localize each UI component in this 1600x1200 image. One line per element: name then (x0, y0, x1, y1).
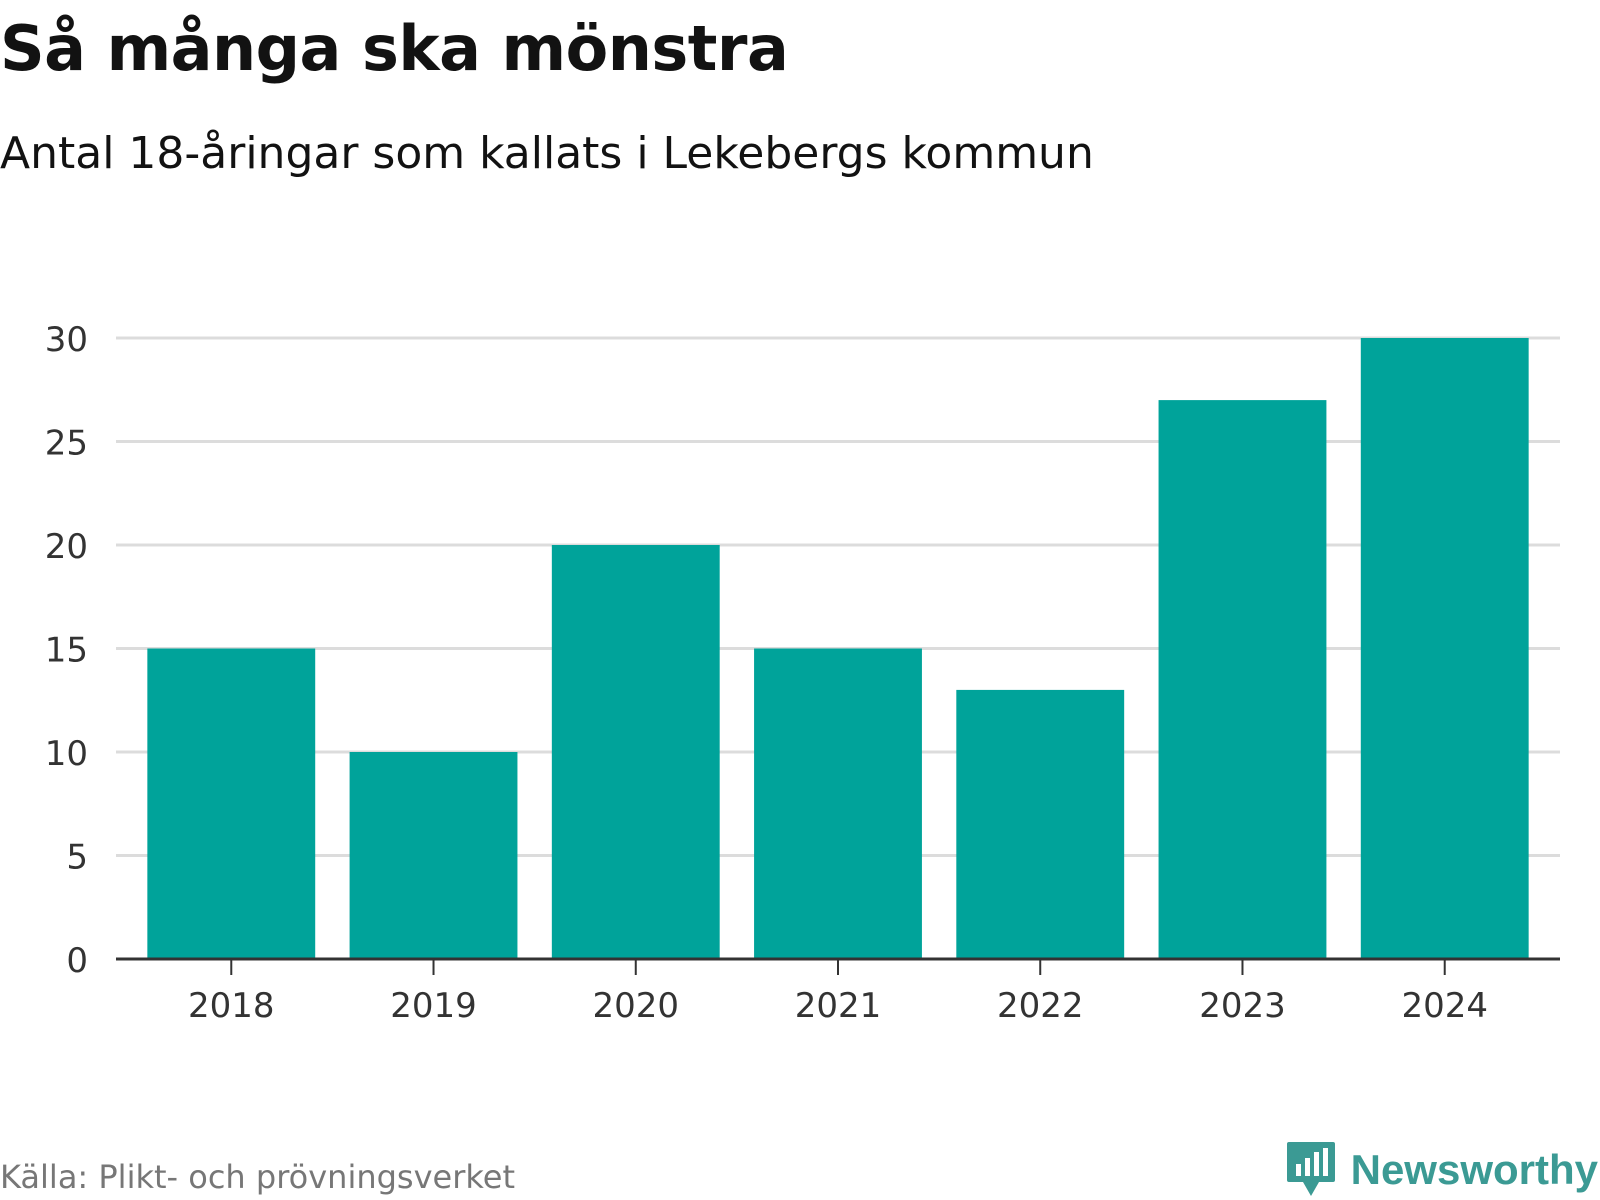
x-tick-label: 2022 (997, 986, 1084, 1026)
y-tick-label: 10 (45, 734, 88, 774)
brand-logo: Newsworthy (1285, 1140, 1598, 1200)
y-tick-label: 5 (66, 838, 88, 878)
y-tick-label: 0 (66, 941, 88, 981)
bar-2022 (956, 689, 1125, 959)
y-tick-label: 25 (45, 424, 88, 464)
y-tick-label: 15 (45, 631, 88, 671)
bar-2021 (754, 648, 922, 959)
bar-2024 (1360, 338, 1529, 959)
y-tick-label: 20 (45, 527, 88, 567)
chart-subtitle: Antal 18-åringar som kallats i Lekebergs… (0, 128, 1094, 179)
x-tick-label: 2019 (390, 986, 477, 1026)
x-tick-label: 2024 (1401, 986, 1488, 1026)
y-tick-label: 30 (45, 320, 88, 360)
x-tick-label: 2023 (1199, 986, 1286, 1026)
x-tick-label: 2018 (188, 986, 275, 1026)
bar-2018 (147, 648, 316, 959)
source-note: Källa: Plikt- och prövningsverket (0, 1158, 515, 1196)
bar-2023 (1158, 400, 1327, 960)
chart-title: Så många ska mönstra (0, 12, 789, 85)
bar-2019 (349, 752, 518, 959)
x-tick-label: 2020 (592, 986, 679, 1026)
newsworthy-logo-icon (1286, 1142, 1335, 1196)
x-tick-label: 2021 (795, 986, 882, 1026)
bar-2020 (551, 545, 720, 959)
brand-name: Newsworthy (1350, 1146, 1598, 1193)
